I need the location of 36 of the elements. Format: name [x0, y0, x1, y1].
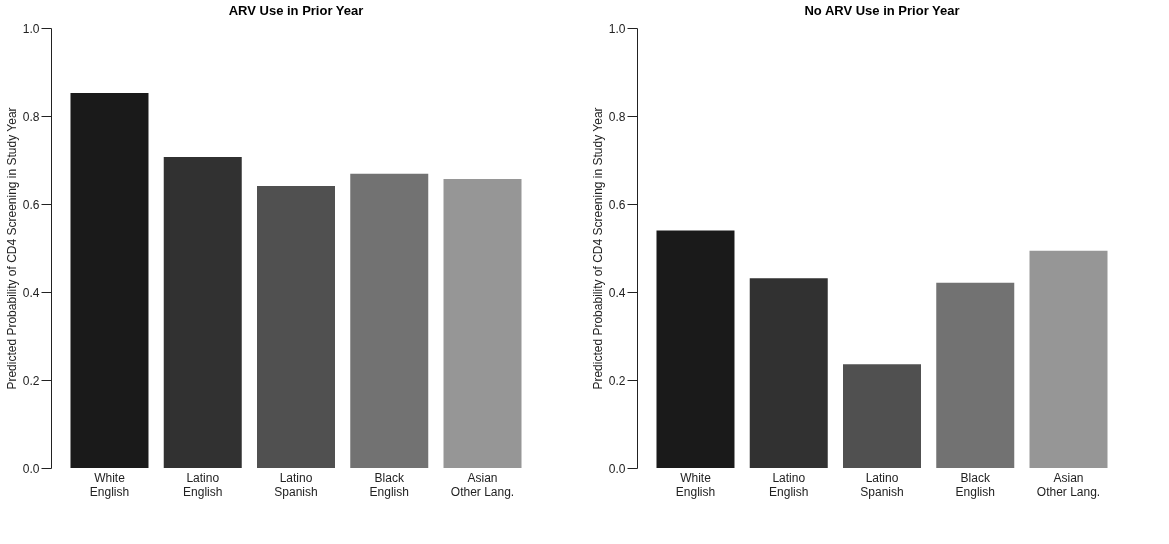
bar [163, 156, 242, 468]
y-tick-label: 0.6 [608, 197, 626, 212]
x-tick-label: Asian Other Lang. [450, 470, 515, 499]
bar [656, 230, 735, 468]
bar [70, 93, 149, 468]
y-tick-label: 1.0 [608, 21, 626, 36]
chart-title: ARV Use in Prior Year [228, 3, 364, 18]
bar [936, 282, 1015, 468]
y-tick-label: 0.0 [22, 461, 40, 476]
y-tick-label: 0.8 [22, 109, 40, 124]
y-tick-label: 0.4 [22, 285, 40, 300]
y-tick-label: 1.0 [22, 21, 40, 36]
x-tick-label: Asian Other Lang. [1036, 470, 1101, 499]
y-tick-label: 0.0 [608, 461, 626, 476]
y-tick-label: 0.4 [608, 285, 626, 300]
bar [843, 364, 921, 468]
chart-title: No ARV Use in Prior Year [804, 3, 960, 18]
x-tick-label: White English [89, 470, 130, 499]
bar [257, 185, 335, 468]
x-tick-label: Latino Spanish [860, 470, 904, 499]
y-tick-label: 0.6 [22, 197, 40, 212]
x-tick-label: Latino English [183, 470, 223, 499]
x-tick-label: Black English [955, 470, 995, 499]
bar [350, 173, 429, 468]
x-tick-label: White English [675, 470, 716, 499]
bar [749, 278, 828, 468]
y-tick-label: 0.2 [608, 373, 626, 388]
x-tick-label: Latino English [769, 470, 809, 499]
x-tick-label: Latino Spanish [274, 470, 318, 499]
y-axis-title: Predicted Probability of CD4 Screening in Study Year [590, 107, 605, 390]
bar [443, 178, 522, 468]
y-tick-label: 0.2 [22, 373, 40, 388]
bar [1029, 250, 1108, 468]
x-tick-label: Black English [369, 470, 409, 499]
y-tick-label: 0.8 [608, 109, 626, 124]
y-axis-title: Predicted Probability of CD4 Screening in Study Year [4, 107, 19, 390]
